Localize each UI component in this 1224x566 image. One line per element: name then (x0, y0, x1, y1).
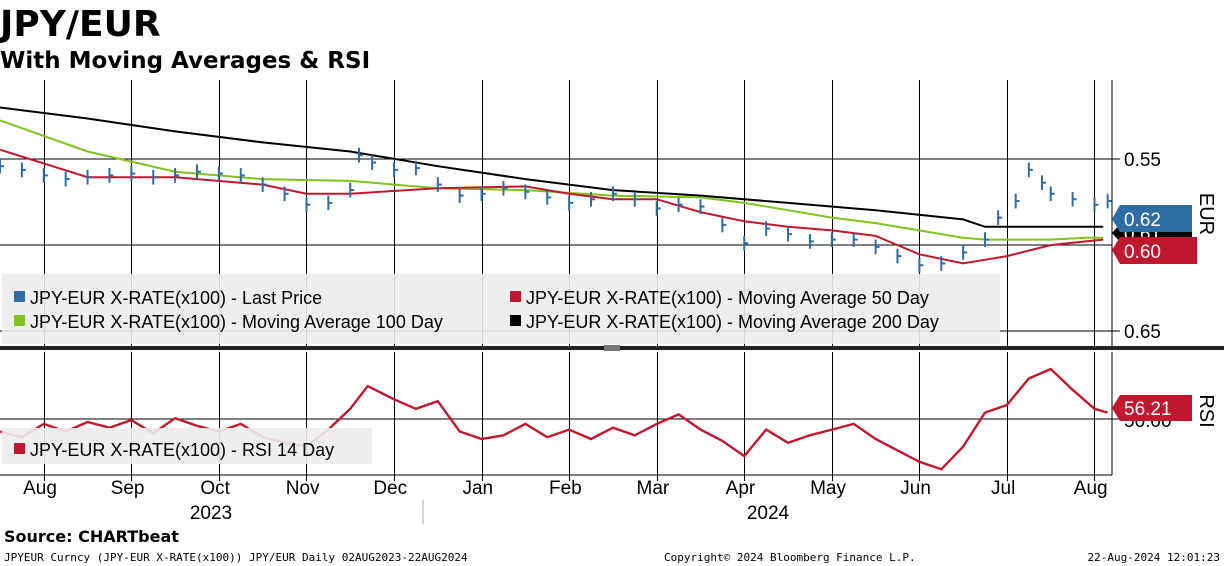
rsi-line (0, 367, 1108, 471)
panel-divider-handle[interactable] (604, 345, 620, 351)
legend-swatch-ma50 (510, 291, 521, 302)
x-tick-label-aug: Aug (1074, 478, 1108, 499)
year-label-2023: 2023 (190, 503, 232, 524)
tag-rsi-label: 56.21 (1124, 399, 1172, 420)
price-tick-label-055: 0.65 (1124, 322, 1161, 343)
chart-subtitle: With Moving Averages & RSI (0, 48, 370, 74)
legend-label-ma200: JPY-EUR X-RATE(x100) - Moving Average 20… (526, 312, 939, 332)
chart-title: JPY/EUR (0, 4, 161, 45)
ma50-line (0, 148, 1104, 265)
price-panel: 0.55 0.65 EUR 0.61 0.62 0.60 JPY-EUR X-R… (0, 80, 1217, 346)
x-tick-label-may: May (810, 478, 846, 499)
x-tick-label-jul: Jul (991, 478, 1015, 499)
x-tick-label-mar: Mar (637, 478, 670, 499)
x-tick-label-aug: Aug (23, 478, 57, 499)
rsi-panel: 50.00 RSI 56.21 JPY-EUR X-RATE(x100) - R… (0, 352, 1217, 475)
x-tick-label-nov: Nov (286, 478, 320, 499)
source-label: Source: CHARTbeat (4, 527, 179, 546)
rsi-vertical-gridlines (44, 352, 1095, 475)
year-label-2024: 2024 (747, 503, 790, 524)
legend-label-ma100: JPY-EUR X-RATE(x100) - Moving Average 10… (30, 312, 443, 332)
rsi-legend: JPY-EUR X-RATE(x100) - RSI 14 Day (2, 428, 372, 464)
legend-swatch-last-price (14, 291, 25, 302)
x-tick-label-dec: Dec (373, 478, 407, 499)
legend-label-last-price: JPY-EUR X-RATE(x100) - Last Price (30, 288, 322, 308)
legend-swatch-ma200 (510, 315, 521, 326)
x-tick-label-apr: Apr (726, 478, 756, 499)
rsi-axis-label: RSI (1195, 394, 1217, 427)
price-series-group (0, 106, 1112, 273)
x-tick-label-feb: Feb (549, 478, 582, 499)
x-tick-label-jun: Jun (900, 478, 931, 499)
legend-swatch-ma100 (14, 315, 25, 326)
x-axis-ticks (44, 475, 1095, 481)
tag-last-price: 0.62 (1112, 205, 1192, 232)
tag-ma50-label: 0.60 (1124, 242, 1161, 263)
footer-series-info: JPYEUR Curncy (JPY-EUR X-RATE(x100)) JPY… (4, 551, 468, 564)
legend-label-ma50: JPY-EUR X-RATE(x100) - Moving Average 50… (526, 288, 929, 308)
x-tick-label-jan: Jan (462, 478, 493, 499)
x-tick-label-oct: Oct (200, 478, 230, 499)
footer-copyright: Copyright© 2024 Bloomberg Finance L.P. (664, 551, 916, 564)
price-axis-label: EUR (1195, 193, 1217, 235)
tag-last-price-label: 0.62 (1124, 210, 1161, 231)
footer-timestamp: 22-Aug-2024 12:01:23 (1088, 551, 1220, 564)
rsi-legend-background (2, 428, 372, 464)
legend-swatch-rsi (14, 443, 25, 454)
ma200-line (0, 106, 1104, 228)
x-axis-labels: Aug Sep Oct Nov Dec Jan Feb Mar Apr May Jun Jul Aug (23, 478, 1108, 499)
rsi-series-group (0, 367, 1108, 471)
price-legend-background (2, 274, 1000, 344)
ma100-line (0, 119, 1104, 241)
tag-ma50: 0.60 (1112, 237, 1197, 264)
legend-label-rsi: JPY-EUR X-RATE(x100) - RSI 14 Day (30, 440, 334, 460)
tag-rsi: 56.21 (1112, 395, 1192, 421)
last-price-bars (0, 147, 1112, 273)
price-legend: JPY-EUR X-RATE(x100) - Last Price JPY-EU… (2, 274, 1000, 344)
price-tick-label-065: 0.55 (1124, 150, 1161, 171)
x-tick-label-sep: Sep (111, 478, 145, 499)
